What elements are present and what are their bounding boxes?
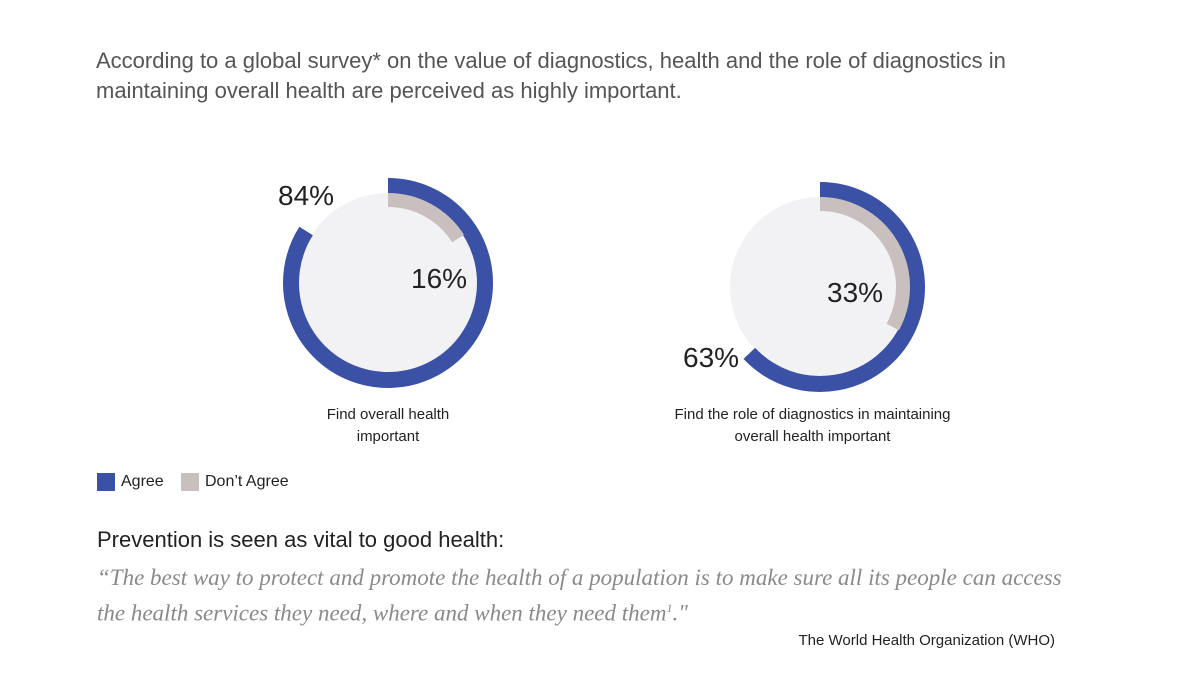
donut-arc (387, 193, 464, 243)
value-label: 63% (683, 342, 740, 373)
donut-background (730, 197, 910, 377)
quote-heading: Prevention is seen as vital to good heal… (97, 527, 505, 552)
quote-text: “The best way to protect and promote the… (97, 565, 1062, 626)
legend-label: Don’t Agree (205, 473, 289, 490)
legend-swatch (181, 473, 199, 491)
value-label: 84% (278, 180, 335, 211)
legend-label: Agree (121, 473, 164, 490)
donut-background (298, 193, 478, 373)
quote-source: The World Health Organization (WHO) (798, 632, 1055, 649)
footnote-marker: 1 (666, 601, 673, 615)
quote-end: ." (672, 600, 688, 626)
value-label: 33% (827, 277, 884, 308)
legend-swatch (97, 473, 115, 491)
chart-caption: Find the role of diagnostics in maintain… (674, 406, 951, 445)
donut-arc (283, 178, 493, 388)
donut-arc (743, 182, 925, 392)
quote: “The best way to protect and promote the… (97, 563, 1077, 629)
donut-arc (819, 197, 910, 331)
value-label: 16% (411, 263, 468, 294)
intro-text: According to a global survey* on the val… (96, 48, 1006, 103)
chart-caption: Find overall health important (326, 406, 450, 445)
